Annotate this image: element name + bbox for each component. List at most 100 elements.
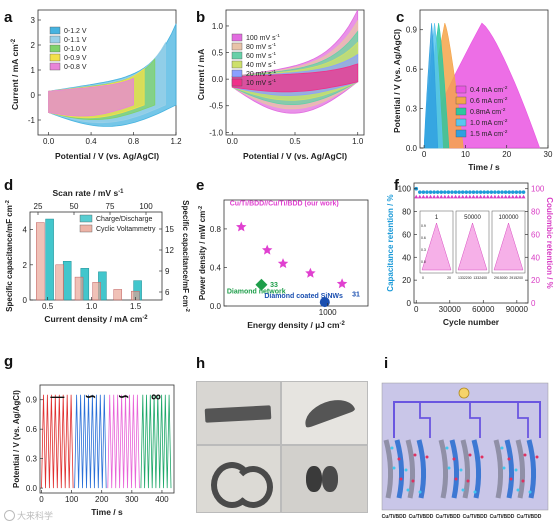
panel-b-legend-label: 10 mV s-1: [246, 78, 276, 87]
panel-f-coulombic-point: [485, 194, 490, 199]
panel-f-capacitance-point: [435, 190, 440, 194]
panel-c-gcd-curve-4: [423, 23, 439, 149]
panel-f-coulombic-point: [439, 194, 444, 199]
panel-f-capacitance-point: [514, 190, 519, 194]
panel-f-coulombic-point: [471, 194, 476, 199]
panel-c-legend-label: 1.0 mA cm-2: [470, 118, 508, 127]
panel-f-y-tick-label: 80: [402, 208, 411, 217]
panel-d-top-tick-label: 100: [139, 202, 153, 211]
panel-a-legend-swatch: [49, 44, 61, 53]
panel-b-legend-label-base: 10 mV s: [246, 80, 272, 87]
panel-g-gcd-trace-3: [140, 394, 172, 489]
panel-e-letter: e: [196, 177, 204, 194]
panel-i-electrode-layer: [449, 439, 460, 499]
panel-i-bulb-icon: [458, 387, 470, 399]
panel-f-inset-label: 100000: [498, 215, 519, 221]
panel-g-shape-icon: ∽: [118, 388, 130, 404]
panel-f-coulombic-point: [428, 194, 433, 199]
panel-f-inset-tick: 2915200: [509, 276, 523, 280]
panel-g-y-tick-label: 0.9: [26, 396, 38, 405]
panel-a-y-tick-label: 0: [31, 91, 36, 100]
watermark-logo-icon: [4, 510, 15, 521]
panel-i-ion-dot: [411, 479, 415, 483]
panel-f-coulombic-point: [424, 194, 429, 199]
panel-f-capacitance-point: [503, 190, 508, 194]
panel-g-ylabel: Potential / V (vs. Ag/AgCl): [12, 390, 21, 488]
panel-e-x-tick-label: 1000: [319, 308, 337, 317]
panel-i-wire-main: [393, 401, 541, 438]
panel-c-y-tick-label: 0.3: [406, 105, 418, 114]
panel-i-ion-dot: [473, 490, 477, 494]
panel-c-legend-label-sup: -2: [503, 85, 508, 91]
panel-d-xlabel-base: Current density / mA cm: [44, 314, 142, 324]
panel-f-capacitance-point: [432, 190, 436, 194]
panel-e-ylabel-base: Power density / mW cm: [198, 211, 207, 300]
panel-f-ylabel: Capacitance retention / %: [386, 194, 395, 291]
panel-c-xlabel-base: Time / s: [468, 162, 500, 172]
panel-d-right-tick-label: 12: [165, 246, 174, 255]
panel-g-xlabel-base: Time / s: [91, 507, 123, 517]
panel-f-coulombic-point: [489, 194, 494, 199]
panel-i-ion-dot: [459, 468, 463, 472]
panel-i-ion-dot: [502, 466, 506, 470]
panel-f-coulombic-point: [442, 194, 447, 199]
panel-i-wire-branch: [419, 402, 431, 438]
panel-f-inset-ytick: 0.0: [421, 260, 426, 264]
panel-f-x-tick-label: 0: [414, 305, 419, 314]
panel-b-ylabel-base: Current / mA: [196, 49, 206, 100]
panel-i-ion-dot: [523, 453, 527, 457]
panel-c-y-tick-label: 0.9: [406, 26, 418, 35]
panel-f-coulombic-point: [496, 194, 501, 199]
panel-f-capacitance-point: [453, 190, 458, 194]
panel-b-legend-label-base: 80 mV s: [246, 44, 272, 51]
panel-d-top-xlabel: Scan rate / mV s-1: [53, 188, 125, 198]
panel-b-legend-swatch: [231, 33, 243, 42]
panel-f-y-tick-label: 60: [402, 230, 411, 239]
panel-f-coulombic-point: [450, 194, 454, 199]
panel-b-y-tick-label: 1.0: [212, 22, 224, 31]
panel-d-xlabel-sup: -2: [142, 315, 148, 321]
panel-a-legend-swatch: [49, 53, 61, 62]
panel-e-y-tick-label: 0.4: [210, 263, 222, 272]
panel-d-legend-swatch: [79, 224, 93, 233]
panel-e-ylabel: Power density / mW cm-2: [198, 206, 207, 300]
panel-f-capacitance-point: [457, 190, 461, 194]
panel-b-legend-label: 80 mV s-1: [246, 42, 276, 51]
panel-f-capacitance-point: [511, 190, 515, 194]
panel-i-ion-dot: [413, 453, 417, 457]
panel-b-y-tick-label: -1.0: [209, 128, 223, 137]
panel-e-annotation: Diamond coated SiNWs: [264, 293, 343, 300]
panel-d-right-tick-label: 15: [165, 225, 174, 234]
panel-e-point-star: [262, 244, 273, 255]
panel-f-ylabel-right-base: Coulombic retention / %: [545, 197, 554, 289]
panel-f-capacitance-point: [507, 190, 512, 194]
panel-d-top-xlabel-base: Scan rate / mV s: [53, 188, 119, 198]
panel-f-coulombic-point: [457, 194, 462, 199]
panel-f-x-tick-label: 90000: [506, 305, 529, 314]
panel-a-x-tick-label: 1.2: [170, 137, 182, 146]
panel-f-inset-ytick: 0.3: [421, 248, 426, 252]
panel-f-right-tick-label: 0: [531, 299, 536, 308]
panel-f-xlabel: Cycle number: [443, 317, 500, 327]
panel-c-legend-label: 0.6 mA cm-2: [470, 96, 508, 105]
electrode-strip-s2: [233, 466, 273, 508]
panel-b-xlabel: Potential / V (vs. Ag/AgCl): [243, 151, 347, 161]
panel-i-electrode-layer: [493, 439, 504, 499]
panel-f-coulombic-point: [432, 194, 437, 199]
panel-a-x-tick-label: 0.4: [86, 137, 98, 146]
panel-i-ion-dot: [516, 488, 520, 492]
panel-i-ion-dot: [399, 477, 403, 481]
panel-f-capacitance-point: [471, 190, 476, 194]
panel-i-ion-dot: [404, 468, 408, 472]
panel-g-x-tick-label: 400: [155, 495, 169, 504]
panel-e-annotation: 33: [270, 282, 278, 289]
panel-d-right-tick-label: 6: [165, 288, 170, 297]
panel-b-x-tick-label: 0.5: [289, 137, 301, 146]
panel-d-bar-1-2: [74, 276, 84, 301]
panel-i-electrode-layer: [515, 439, 526, 499]
panel-g-shape-icon: —: [50, 388, 64, 404]
panel-e-xlabel-base: Energy density / µJ cm: [247, 320, 340, 330]
panel-c-x-tick-label: 10: [461, 150, 470, 159]
panel-a-ylabel: Current / mA cm-2: [10, 38, 20, 110]
